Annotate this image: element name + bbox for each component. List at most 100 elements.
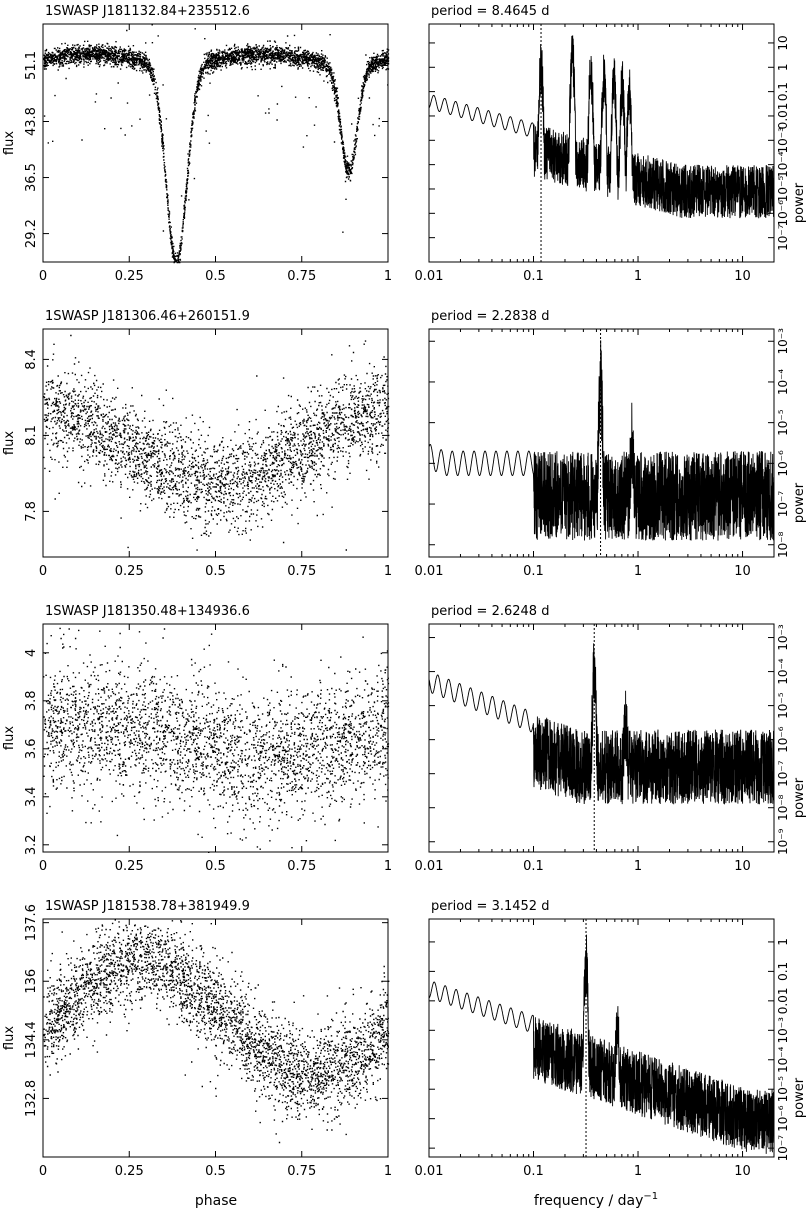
x-tick-label: 10 — [734, 564, 751, 579]
x-tick-label: 0.5 — [205, 859, 226, 874]
y-tick-label: 10⁻⁶ — [776, 450, 790, 477]
y-tick-label: 8.4 — [24, 349, 39, 370]
y-tick-label: 10⁻⁵ — [776, 409, 790, 436]
y-tick-label: 0.1 — [776, 962, 790, 981]
y-tick-label: 136 — [24, 969, 39, 994]
periodogram-panel: period = 2.6248 d 0.01 0.1 1 10 10⁻⁹ 10⁻⁸ 10⁻⁷ 1… — [415, 604, 807, 874]
y-axis-label: power — [792, 777, 807, 818]
x-tick-label: 0.75 — [287, 269, 316, 284]
light-curve-panel: 1SWASP J181132.84+235512.6 0 0.25 0.5 0.75 1 2… — [2, 4, 392, 284]
x-tick-label: 1 — [384, 564, 392, 579]
x-tick-label: 0.1 — [523, 1164, 544, 1179]
periodogram-panel: period = 3.1452 d 0.01 0.1 1 10 10⁻⁷ 10⁻⁶ 10⁻⁵ 1… — [415, 899, 807, 1179]
x-tick-label: 0 — [39, 269, 47, 284]
y-tick-label: 0.1 — [776, 82, 790, 101]
light-curve-panel: 1SWASP J181306.46+260151.9 0 0.25 0.5 0.75 1 7… — [2, 309, 392, 579]
x-tick-label: 1 — [634, 564, 642, 579]
y-tick-label: 0.01 — [776, 103, 790, 130]
x-axis-label-phase: phase — [195, 1193, 237, 1209]
period-title: period = 2.2838 d — [431, 309, 549, 324]
y-tick-label: 7.8 — [24, 501, 39, 522]
y-axis-label: flux — [2, 131, 17, 155]
y-tick-label: 10⁻³ — [776, 328, 790, 355]
y-axis-label: flux — [2, 726, 17, 750]
x-axis-label-frequency: frequency / day−1 — [534, 1191, 658, 1209]
y-tick-label: 10⁻⁵ — [776, 692, 790, 719]
x-tick-label: 1 — [634, 1164, 642, 1179]
y-tick-label: 10 — [776, 35, 790, 50]
x-tick-label: 0 — [39, 1164, 47, 1179]
x-tick-label: 1 — [384, 859, 392, 874]
data-points — [43, 334, 390, 551]
y-tick-label: 134.4 — [24, 1021, 39, 1058]
x-tick-label: 0.75 — [287, 564, 316, 579]
x-tick-label: 1 — [384, 1164, 392, 1179]
x-tick-label: 0.25 — [115, 859, 144, 874]
x-tick-label: 10 — [734, 859, 751, 874]
x-tick-label: 10 — [734, 269, 751, 284]
y-tick-label: 10⁻⁸ — [776, 794, 790, 821]
y-tick-label: 10⁻⁸ — [776, 531, 790, 558]
plot-frame — [428, 623, 775, 853]
y-tick-label: 36.5 — [24, 163, 39, 192]
x-tick-label: 0.75 — [287, 1164, 316, 1179]
x-tick-label: 0.25 — [115, 564, 144, 579]
y-tick-label: 10⁻⁶ — [776, 726, 790, 753]
x-tick-label: 0.5 — [205, 269, 226, 284]
y-tick-label: 10⁻³ — [776, 127, 790, 154]
y-tick-label: 10⁻³ — [776, 1017, 790, 1044]
y-tick-label: 10⁻⁷ — [776, 224, 790, 251]
x-tick-label: 1 — [384, 269, 392, 284]
data-points — [43, 24, 390, 264]
light-curve-panel: 1SWASP J181538.78+381949.9 0 0.25 0.5 0.75 1 1… — [2, 899, 392, 1179]
y-axis-label: flux — [2, 1026, 17, 1050]
y-tick-label: 10⁻⁴ — [776, 1046, 790, 1073]
periodogram-panel: period = 2.2838 d 0.01 0.1 1 10 10⁻⁸ 10⁻⁷ 10⁻⁶ 1… — [415, 309, 807, 579]
y-tick-label: 10⁻³ — [776, 624, 790, 651]
power-spectrum-line — [429, 35, 774, 219]
y-tick-label: 3.4 — [24, 786, 39, 807]
y-tick-label: 51.1 — [24, 51, 39, 80]
x-tick-label: 0 — [39, 859, 47, 874]
y-tick-label: 1 — [776, 938, 790, 946]
x-tick-label: 1 — [634, 269, 642, 284]
y-tick-label: 10⁻⁵ — [776, 1076, 790, 1103]
y-tick-label: 29.2 — [24, 219, 39, 248]
power-spectrum-line — [429, 643, 774, 805]
y-tick-label: 132.8 — [24, 1080, 39, 1117]
y-tick-label: 10⁻⁴ — [776, 658, 790, 685]
data-points — [43, 919, 390, 1144]
y-tick-label: 10⁻⁷ — [776, 760, 790, 787]
x-tick-label: 0.01 — [415, 564, 444, 579]
y-tick-label: 8.1 — [24, 425, 39, 446]
star-id-title: 1SWASP J181132.84+235512.6 — [45, 4, 250, 19]
y-tick-label: 10⁻⁶ — [776, 1105, 790, 1132]
star-id-title: 1SWASP J181350.48+134936.6 — [45, 604, 250, 619]
y-tick-label: 1 — [776, 63, 790, 71]
y-tick-label: 3.2 — [24, 834, 39, 855]
x-tick-label: 0.01 — [415, 1164, 444, 1179]
y-tick-label: 10⁻⁶ — [776, 200, 790, 227]
x-tick-label: 0.5 — [205, 564, 226, 579]
plot-frame — [428, 23, 775, 263]
y-axis-label: power — [792, 1077, 807, 1118]
y-axis-label: power — [792, 182, 807, 223]
star-id-title: 1SWASP J181306.46+260151.9 — [45, 309, 250, 324]
x-tick-label: 0.01 — [415, 269, 444, 284]
period-title: period = 8.4645 d — [431, 4, 549, 19]
periodogram-panel: period = 8.4645 d0.01 0.1 1 1010⁻⁷10⁻⁶10⁻⁵1… — [415, 4, 807, 284]
power-spectrum-line — [429, 340, 774, 541]
x-tick-label: 0.1 — [523, 564, 544, 579]
x-tick-label: 1 — [634, 859, 642, 874]
plot-frame — [428, 918, 775, 1158]
plot-frame — [42, 918, 389, 1158]
y-tick-label: 3.8 — [24, 690, 39, 711]
light-curve-panel: 1SWASP J181350.48+134936.6 0 0.25 0.5 0.75 1 3… — [2, 604, 392, 874]
period-title: period = 3.1452 d — [431, 899, 549, 914]
y-tick-label: 10⁻⁴ — [776, 151, 790, 178]
power-spectrum-line — [429, 934, 774, 1154]
y-axis-label: power — [792, 482, 807, 523]
y-tick-label: 4 — [24, 649, 39, 657]
x-tick-label: 0.25 — [115, 1164, 144, 1179]
